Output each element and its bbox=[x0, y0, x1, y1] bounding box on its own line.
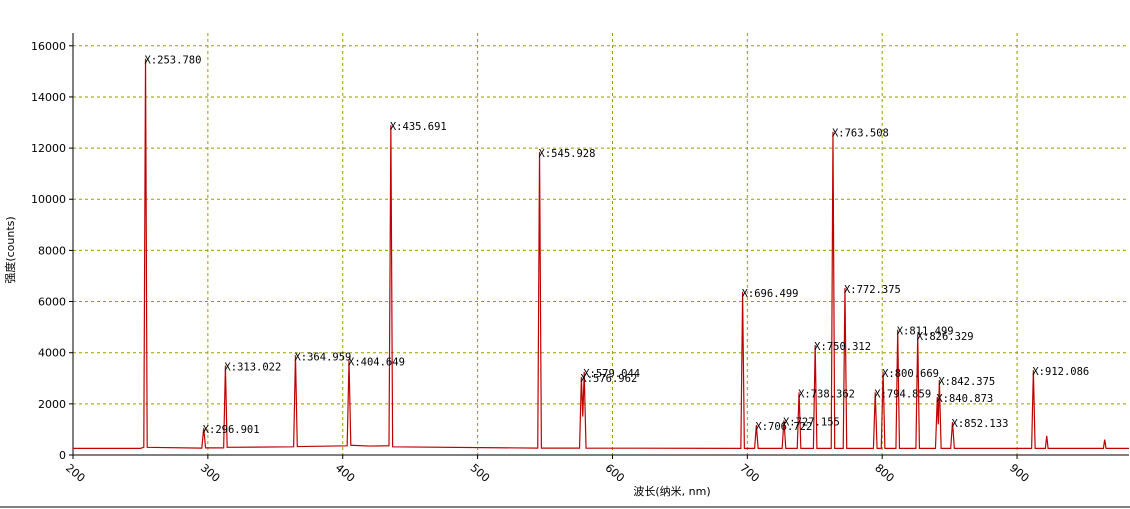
y-tick-label: 4000 bbox=[38, 347, 66, 360]
y-tick-label: 6000 bbox=[38, 296, 66, 309]
peak-label: X:296.901 bbox=[203, 424, 260, 436]
peak-label: X:842.375 bbox=[938, 376, 995, 388]
peak-label: X:576.962 bbox=[580, 373, 637, 385]
peak-label: X:794.859 bbox=[874, 388, 931, 400]
y-tick-label: 0 bbox=[59, 449, 66, 462]
peak-label: X:826.329 bbox=[917, 331, 974, 343]
y-tick-label: 2000 bbox=[38, 398, 66, 411]
peak-label: X:706.722 bbox=[755, 421, 812, 433]
peak-label: X:404.649 bbox=[348, 356, 405, 368]
peak-label: X:696.499 bbox=[742, 288, 799, 300]
peak-label: X:763.508 bbox=[832, 128, 889, 140]
peak-label: X:364.959 bbox=[294, 351, 351, 363]
peak-label: X:435.691 bbox=[390, 121, 447, 133]
peak-label: X:772.375 bbox=[844, 284, 901, 296]
x-axis-label: 波长(纳米, nm) bbox=[633, 485, 710, 498]
peak-label: X:852.133 bbox=[952, 418, 1009, 430]
peak-label: X:253.780 bbox=[145, 55, 202, 67]
y-axis-label: 强度(counts) bbox=[3, 216, 17, 283]
y-tick-label: 16000 bbox=[31, 40, 66, 53]
y-tick-label: 10000 bbox=[31, 193, 66, 206]
peak-label: X:738.362 bbox=[798, 388, 855, 400]
y-tick-label: 12000 bbox=[31, 142, 66, 155]
peak-label: X:800.669 bbox=[882, 368, 939, 380]
y-tick-label: 14000 bbox=[31, 91, 66, 104]
peak-label: X:750.312 bbox=[814, 341, 871, 353]
peak-label: X:579.044 bbox=[583, 368, 640, 380]
peak-label: X:811.499 bbox=[897, 326, 954, 338]
y-tick-label: 8000 bbox=[38, 244, 66, 257]
peak-label: X:313.022 bbox=[224, 361, 281, 373]
peak-label: X:545.928 bbox=[539, 148, 596, 160]
peak-label: X:840.873 bbox=[936, 393, 993, 405]
spectrum-line bbox=[73, 58, 1129, 449]
peak-label: X:727.155 bbox=[783, 416, 840, 428]
peak-label: X:912.086 bbox=[1032, 366, 1089, 378]
